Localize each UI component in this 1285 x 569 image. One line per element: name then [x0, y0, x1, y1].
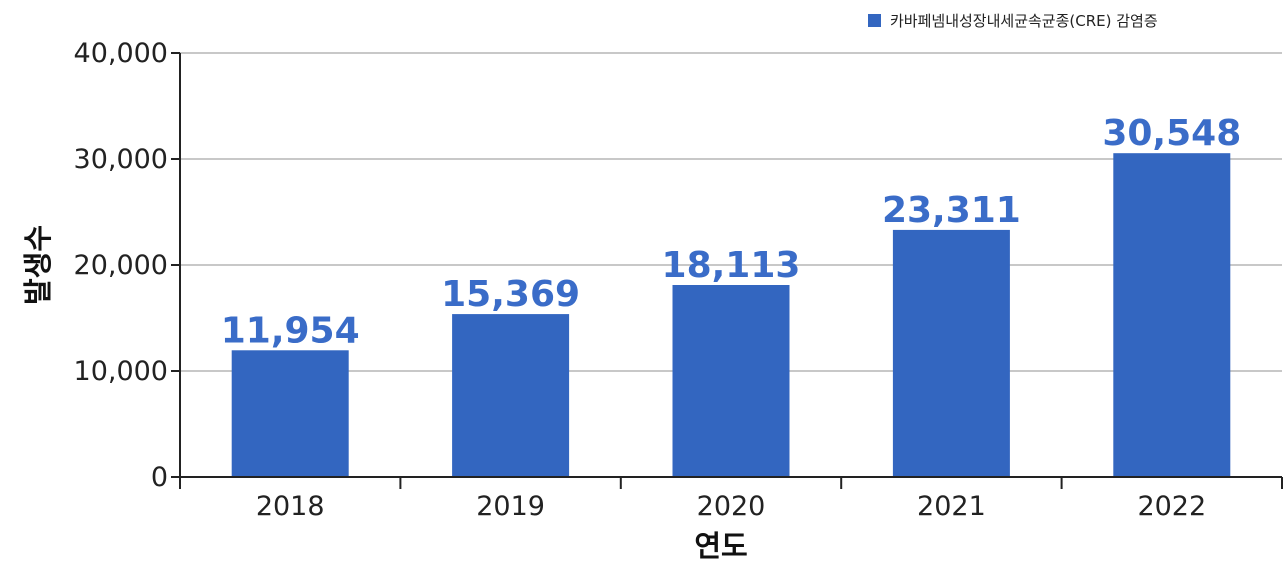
legend-swatch — [868, 14, 881, 27]
y-tick-label: 30,000 — [74, 144, 168, 175]
x-tick-label: 2018 — [256, 491, 325, 522]
y-tick-label: 10,000 — [74, 356, 168, 387]
bar — [892, 229, 1010, 477]
y-tick-label: 20,000 — [74, 250, 168, 281]
data-label: 18,113 — [662, 245, 801, 286]
data-label: 15,369 — [441, 274, 580, 315]
bar — [452, 314, 570, 477]
data-label: 30,548 — [1102, 113, 1241, 154]
x-tick-label: 2020 — [697, 491, 766, 522]
x-tick-label: 2021 — [917, 491, 986, 522]
data-label: 23,311 — [882, 190, 1021, 231]
x-tick-label: 2019 — [476, 491, 545, 522]
x-axis-title: 연도 — [694, 529, 747, 563]
data-label: 11,954 — [221, 310, 360, 351]
legend: 카바페넴내성장내세균속균종(CRE) 감염증 — [868, 12, 1158, 30]
bar — [231, 350, 349, 477]
y-axis-title: 발생수 — [21, 225, 55, 305]
x-tick-label: 2022 — [1137, 491, 1206, 522]
y-tick-label: 40,000 — [74, 38, 168, 69]
legend-label: 카바페넴내성장내세균속균종(CRE) 감염증 — [890, 12, 1158, 30]
bar — [672, 285, 790, 477]
bar — [1113, 153, 1231, 477]
y-tick-label: 0 — [151, 462, 168, 493]
